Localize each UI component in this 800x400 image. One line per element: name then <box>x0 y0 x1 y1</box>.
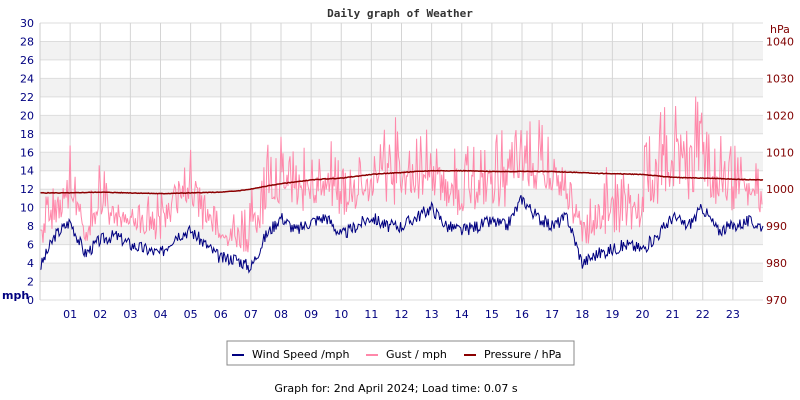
x-tick-label: 14 <box>455 308 469 321</box>
right-tick-label: 980 <box>766 257 787 270</box>
right-tick-label: 990 <box>766 220 787 233</box>
right-tick-label: 1030 <box>766 72 794 85</box>
right-axis-label: hPa <box>770 23 790 36</box>
legend-pressure: Pressure / hPa <box>484 348 562 361</box>
right-tick-label: 1020 <box>766 109 794 122</box>
x-tick-label: 19 <box>605 308 619 321</box>
series-line-pressure <box>39 169 764 195</box>
left-tick-label: 4 <box>27 257 34 270</box>
x-tick-label: 18 <box>575 308 589 321</box>
x-tick-label: 20 <box>636 308 650 321</box>
right-tick-label: 970 <box>766 294 787 307</box>
legend-gust: Gust / mph <box>386 348 447 361</box>
legend-swatch-pressure <box>464 354 476 356</box>
legend-swatch-gust <box>366 354 378 356</box>
x-tick-label: 16 <box>515 308 529 321</box>
left-tick-label: 18 <box>20 128 34 141</box>
x-tick-label: 11 <box>364 308 378 321</box>
left-tick-label: 22 <box>20 91 34 104</box>
left-tick-label: 24 <box>20 72 34 85</box>
left-tick-label: 8 <box>27 220 34 233</box>
left-tick-label: 2 <box>27 276 34 289</box>
right-tick-label: 1040 <box>766 35 794 48</box>
left-tick-label: 14 <box>20 165 34 178</box>
legend: Wind Speed /mph Gust / mph Pressure / hP… <box>226 340 575 366</box>
x-tick-label: 01 <box>63 308 77 321</box>
x-tick-label: 09 <box>304 308 318 321</box>
x-tick-label: 23 <box>726 308 740 321</box>
x-tick-label: 15 <box>485 308 499 321</box>
right-tick-label: 1000 <box>766 183 794 196</box>
legend-swatch-wind <box>232 354 244 356</box>
x-tick-label: 02 <box>93 308 107 321</box>
x-tick-label: 07 <box>244 308 258 321</box>
left-tick-label: 6 <box>27 239 34 252</box>
left-tick-label: 12 <box>20 183 34 196</box>
chart-title: Daily graph of Weather <box>327 7 473 20</box>
left-axis-label: mph <box>2 289 29 302</box>
x-tick-label: 04 <box>154 308 168 321</box>
right-tick-label: 1010 <box>766 146 794 159</box>
series-line-wind-speed <box>39 195 764 274</box>
x-tick-label: 08 <box>274 308 288 321</box>
legend-box <box>226 340 575 366</box>
x-tick-label: 13 <box>425 308 439 321</box>
left-tick-label: 30 <box>20 17 34 30</box>
x-tick-label: 22 <box>696 308 710 321</box>
x-tick-label: 21 <box>666 308 680 321</box>
x-tick-label: 10 <box>334 308 348 321</box>
series-line-gust <box>39 96 763 253</box>
left-tick-label: 16 <box>20 146 34 159</box>
x-tick-label: 17 <box>545 308 559 321</box>
x-tick-label: 03 <box>123 308 137 321</box>
x-tick-label: 06 <box>214 308 228 321</box>
left-tick-label: 20 <box>20 109 34 122</box>
footer-text: Graph for: 2nd April 2024; Load time: 0.… <box>274 382 518 395</box>
left-tick-label: 0 <box>27 294 34 307</box>
x-tick-label: 05 <box>184 308 198 321</box>
left-tick-label: 28 <box>20 35 34 48</box>
legend-wind: Wind Speed /mph <box>252 348 350 361</box>
left-tick-label: 26 <box>20 54 34 67</box>
left-tick-label: 10 <box>20 202 34 215</box>
x-tick-label: 12 <box>395 308 409 321</box>
